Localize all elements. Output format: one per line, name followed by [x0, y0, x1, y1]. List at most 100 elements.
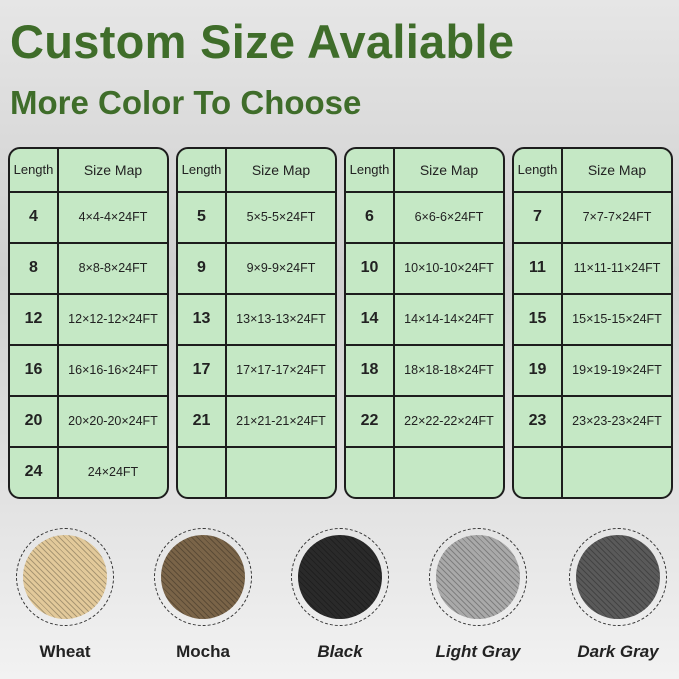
color-label: Wheat: [39, 642, 91, 661]
size-cell: 10×10-10×24FT: [404, 261, 494, 276]
size-cell: 5×5-5×24FT: [246, 210, 316, 225]
size-cell: [563, 448, 671, 497]
size-cell: 19×19-19×24FT: [572, 363, 662, 378]
table-row: 22 22×22-22×24FT: [346, 394, 503, 446]
size-cell: 6×6-6×24FT: [414, 210, 484, 225]
length-cell: 21: [178, 396, 227, 446]
size-table: Length Size Map 7 7×7-7×24FT 11 11×11-11×24FT…: [512, 147, 673, 499]
length-cell: [346, 447, 395, 497]
header-length: Length: [346, 149, 395, 191]
table-row: [178, 445, 335, 497]
title: Custom Size Avaliable: [10, 15, 515, 68]
mesh-fabric-image: [436, 535, 520, 619]
size-cell: 22×22-22×24FT: [404, 414, 494, 429]
size-cell: 13×13-13×24FT: [236, 312, 326, 327]
header-size-map: Size Map: [251, 161, 311, 178]
size-cell: 15×15-15×24FT: [572, 312, 662, 327]
length-cell: 9: [178, 243, 227, 293]
length-cell: 8: [10, 243, 59, 293]
table-header: Length Size Map: [514, 149, 671, 191]
length-cell: 17: [178, 345, 227, 395]
length-cell: 18: [346, 345, 395, 395]
length-cell: 7: [514, 192, 563, 242]
size-cell: [395, 448, 503, 497]
size-cell: 18×18-18×24FT: [404, 363, 494, 378]
length-cell: 12: [10, 294, 59, 344]
color-label: Mocha: [176, 642, 230, 661]
subtitle: More Color To Choose: [10, 84, 362, 121]
length-cell: 20: [10, 396, 59, 446]
size-table: Length Size Map 5 5×5-5×24FT 9 9×9-9×24FT 13 13…: [176, 147, 337, 499]
size-cell: 20×20-20×24FT: [68, 414, 158, 429]
table-row: 12 12×12-12×24FT: [10, 292, 167, 344]
size-table: Length Size Map 6 6×6-6×24FT 10 10×10-10×24FT…: [344, 147, 505, 499]
length-cell: [178, 447, 227, 497]
header-length: Length: [10, 149, 59, 191]
table-row: 10 10×10-10×24FT: [346, 241, 503, 293]
table-row: 6 6×6-6×24FT: [346, 190, 503, 242]
length-cell: 22: [346, 396, 395, 446]
table-row: 11 11×11-11×24FT: [514, 241, 671, 293]
color-swatch-dark-gray: [569, 528, 667, 626]
mesh-fabric-image: [298, 535, 382, 619]
header-size-map: Size Map: [419, 161, 479, 178]
table-row: 18 18×18-18×24FT: [346, 343, 503, 395]
length-cell: 6: [346, 192, 395, 242]
size-cell: [227, 448, 335, 497]
mesh-fabric-image: [161, 535, 245, 619]
header-size-map: Size Map: [83, 161, 143, 178]
table-header: Length Size Map: [346, 149, 503, 191]
color-label: Dark Gray: [577, 642, 659, 661]
table-row: [346, 445, 503, 497]
color-swatch-mocha: [154, 528, 252, 626]
color-swatch-light-gray: [429, 528, 527, 626]
length-cell: 5: [178, 192, 227, 242]
header-length: Length: [178, 149, 227, 191]
size-cell: 8×8-8×24FT: [78, 261, 148, 276]
size-cell: 9×9-9×24FT: [246, 261, 316, 276]
length-cell: 14: [346, 294, 395, 344]
header-length: Length: [514, 149, 563, 191]
length-cell: 15: [514, 294, 563, 344]
table-row: 7 7×7-7×24FT: [514, 190, 671, 242]
table-row: 21 21×21-21×24FT: [178, 394, 335, 446]
table-header: Length Size Map: [10, 149, 167, 191]
length-cell: 10: [346, 243, 395, 293]
length-cell: 11: [514, 243, 563, 293]
table-row: 4 4×4-4×24FT: [10, 190, 167, 242]
table-header: Length Size Map: [178, 149, 335, 191]
size-cell: 16×16-16×24FT: [68, 363, 158, 378]
table-row: 9 9×9-9×24FT: [178, 241, 335, 293]
size-cell: 11×11-11×24FT: [573, 261, 661, 276]
length-cell: 24: [10, 447, 59, 497]
table-row: 14 14×14-14×24FT: [346, 292, 503, 344]
length-cell: 19: [514, 345, 563, 395]
table-row: 13 13×13-13×24FT: [178, 292, 335, 344]
table-row: 17 17×17-17×24FT: [178, 343, 335, 395]
table-row: 16 16×16-16×24FT: [10, 343, 167, 395]
size-cell: 7×7-7×24FT: [582, 210, 652, 225]
size-cell: 21×21-21×24FT: [236, 414, 326, 429]
table-row: 24 24×24FT: [10, 445, 167, 497]
size-cell: 17×17-17×24FT: [236, 363, 326, 378]
size-cell: 14×14-14×24FT: [404, 312, 494, 327]
header-size-map: Size Map: [587, 161, 647, 178]
table-row: 19 19×19-19×24FT: [514, 343, 671, 395]
mesh-fabric-image: [23, 535, 107, 619]
color-label: Light Gray: [435, 642, 521, 661]
color-label: Black: [317, 642, 363, 661]
size-cell: 4×4-4×24FT: [78, 210, 148, 225]
size-cell: 23×23-23×24FT: [572, 414, 662, 429]
color-swatch-wheat: [16, 528, 114, 626]
mesh-fabric-image: [576, 535, 660, 619]
table-row: 23 23×23-23×24FT: [514, 394, 671, 446]
table-row: 5 5×5-5×24FT: [178, 190, 335, 242]
length-cell: 23: [514, 396, 563, 446]
color-swatch-black: [291, 528, 389, 626]
size-cell: 12×12-12×24FT: [68, 312, 158, 327]
table-row: 8 8×8-8×24FT: [10, 241, 167, 293]
table-row: [514, 445, 671, 497]
table-row: 20 20×20-20×24FT: [10, 394, 167, 446]
size-cell: 24×24FT: [87, 465, 139, 480]
table-row: 15 15×15-15×24FT: [514, 292, 671, 344]
